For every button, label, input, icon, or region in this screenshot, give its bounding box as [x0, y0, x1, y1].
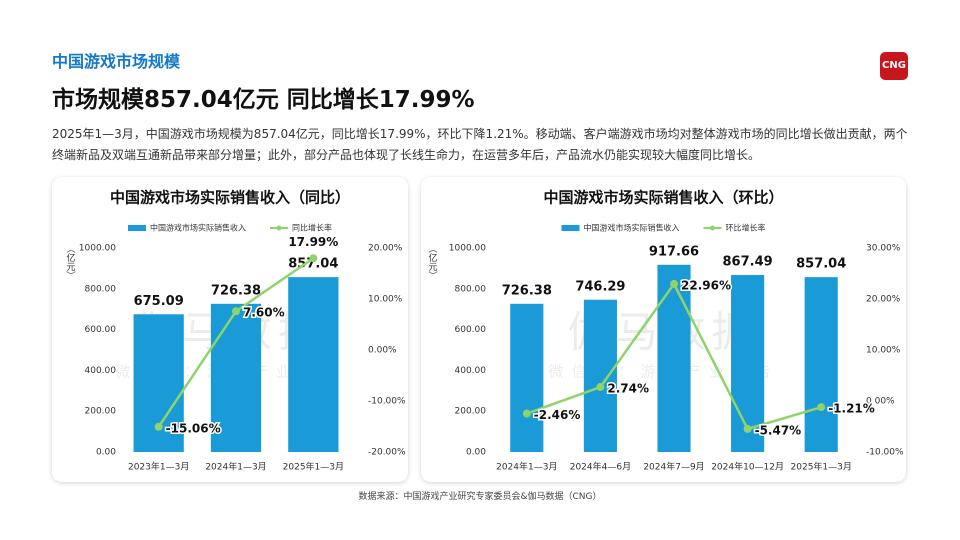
line-value-label: 2.74% [607, 382, 649, 396]
chart-title: 中国游戏市场实际销售收入（环比） [543, 189, 783, 207]
bar [210, 303, 262, 452]
line-point [596, 383, 605, 392]
bar-value-label: 746.29 [575, 279, 625, 294]
bar-value-label: 917.66 [649, 244, 699, 259]
y-tick-label: 600.00 [455, 325, 487, 335]
line-point [670, 279, 678, 288]
x-tick-label: 2023年1—3月 [128, 461, 189, 473]
line-value-label: -15.06% [166, 421, 221, 435]
line-value-label: -5.47% [755, 423, 802, 437]
line-value-label: -1.21% [828, 402, 875, 416]
line-point [154, 422, 163, 431]
x-tick-label: 2024年10—12月 [711, 461, 784, 473]
y-tick-label: 200.00 [85, 407, 117, 417]
legend-label: 中国游戏市场实际销售收入 [584, 223, 680, 233]
y2-tick-label: 10.00% [368, 295, 403, 305]
bar-value-label: 867.49 [723, 255, 773, 270]
x-tick-label: 2024年4—6月 [570, 461, 631, 473]
bar-value-label: 675.09 [134, 294, 184, 309]
y2-tick-label: -20.00% [368, 448, 406, 458]
line-value-label: 22.96% [681, 278, 731, 292]
paragraph: 2025年1—3月，中国游戏市场规模为857.04亿元，同比增长17.99%，环… [52, 127, 908, 162]
bar-value-label: 726.38 [211, 283, 261, 298]
legend-swatch [128, 225, 146, 231]
bar [657, 264, 691, 452]
x-tick-label: 2025年1—3月 [791, 461, 852, 473]
y-tick-label: 800.00 [85, 284, 117, 294]
y-tick-label: 0.00 [466, 448, 486, 458]
x-tick-label: 2024年1—3月 [496, 461, 557, 473]
y2-tick-label: 10.00% [866, 346, 901, 356]
legend-swatch [710, 225, 715, 231]
y2-tick-label: 30.00% [866, 244, 901, 254]
line-value-label: 17.99% [288, 235, 338, 249]
line-point [817, 403, 826, 412]
y2-tick-label: 20.00% [368, 244, 403, 254]
y-tick-label: 1000.00 [79, 244, 116, 254]
line-value-label: -2.46% [534, 408, 581, 422]
line-value-label: 7.60% [243, 306, 285, 320]
headline: 市场规模857.04亿元 同比增长17.99% [52, 87, 475, 113]
bar [288, 277, 339, 452]
y2-tick-label: -10.00% [866, 448, 904, 458]
chart-title: 中国游戏市场实际销售收入（同比） [110, 189, 350, 207]
y2-tick-label: 20.00% [866, 295, 901, 305]
bar [510, 303, 544, 452]
source: 数据来源：中国游戏产业研究专家委员会&伽马数据（CNG） [358, 492, 602, 502]
y-axis-label: （亿元） [65, 244, 76, 280]
section-title: 中国游戏市场规模 [52, 52, 181, 71]
line-point [232, 307, 240, 316]
y2-tick-label: 0.00% [368, 346, 397, 356]
legend-swatch [561, 225, 580, 231]
y-tick-label: 600.00 [85, 325, 117, 335]
bar [731, 275, 765, 452]
bar-value-label: 857.04 [796, 257, 846, 272]
y-tick-label: 800.00 [455, 284, 487, 294]
y2-tick-label: -10.00% [368, 397, 406, 407]
legend-label: 同比增长率 [292, 223, 332, 233]
bar [804, 277, 838, 452]
bar-value-label: 726.38 [502, 283, 552, 298]
logo: CNG [880, 52, 908, 80]
line-point [743, 424, 752, 433]
y-tick-label: 400.00 [85, 366, 117, 376]
y-axis-label: （亿元） [427, 244, 438, 280]
y-tick-label: 0.00 [96, 448, 116, 458]
y-tick-label: 1000.00 [449, 244, 486, 254]
legend-swatch [276, 225, 282, 231]
y-tick-label: 200.00 [455, 407, 487, 417]
y-tick-label: 400.00 [455, 366, 487, 376]
legend-label: 环比增长率 [726, 223, 766, 233]
x-tick-label: 2025年1—3月 [283, 461, 344, 473]
line-point [522, 409, 531, 418]
x-tick-label: 2024年1—3月 [205, 461, 266, 473]
x-tick-label: 2024年7—9月 [643, 461, 704, 473]
y2-tick-label: 0.00% [866, 397, 895, 407]
legend-label: 中国游戏市场实际销售收入 [150, 223, 246, 233]
line-point [309, 254, 318, 263]
bar [583, 299, 617, 452]
